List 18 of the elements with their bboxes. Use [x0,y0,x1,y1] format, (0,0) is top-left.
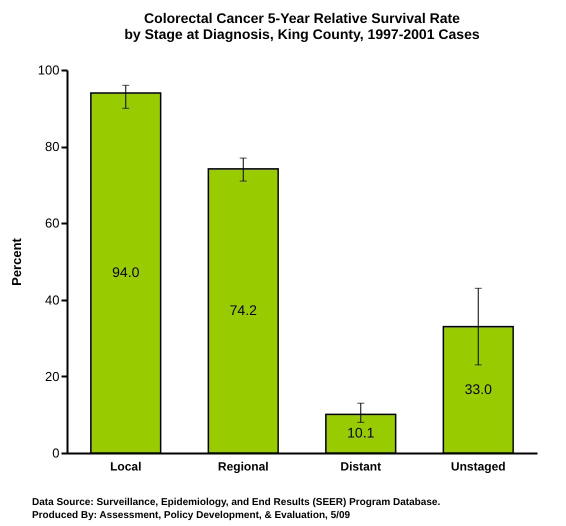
y-tick-label: 80 [45,139,60,154]
data-label: 33.0 [464,380,492,397]
x-tick-label: Local [110,460,142,474]
y-tick-label: 20 [45,368,60,384]
y-axis-title: Percent [8,237,24,286]
y-tick-label: 40 [45,292,60,308]
data-label: 10.1 [347,424,375,441]
y-tick-label: 0 [52,446,60,460]
text: Produced By: Assessment, Policy Development, & Evaluation, 5/09 [32,509,352,522]
y-tick-label: 60 [45,216,60,231]
x-tick-label: Distant [340,460,382,474]
x-tick-label: Unstaged [450,460,506,474]
chart-title: Colorectal Cancer 5-Year Relative Survival Rate by Stage at Diagnosis, King County, 1997-2001 Cases [124,10,480,42]
y-tick-label: 100 [38,62,60,78]
source-note: Data Source: Surveillance, Epidemiology, and End Results (SEER) Program Database. [32,496,442,509]
data-label: 74.2 [230,302,258,318]
data-label: 94.0 [112,264,140,280]
x-tick-label: Regional [218,460,269,474]
